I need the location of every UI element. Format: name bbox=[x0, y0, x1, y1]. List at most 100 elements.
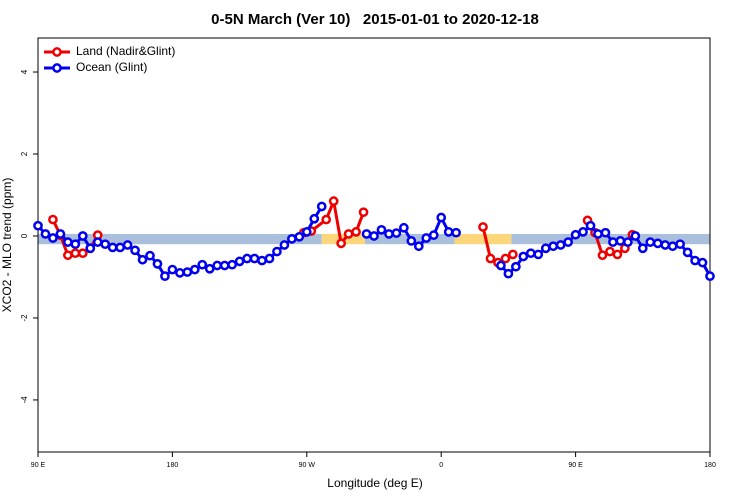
data-point bbox=[77, 231, 88, 241]
data-point bbox=[555, 240, 566, 250]
chart-title: 0-5N March (Ver 10) 2015-01-01 to 2020-1… bbox=[211, 11, 539, 28]
x-axis-label: Longitude (deg E) bbox=[327, 476, 422, 490]
y-tick-label: -4 bbox=[20, 396, 29, 404]
data-point bbox=[92, 237, 103, 247]
data-point bbox=[391, 228, 402, 238]
data-point bbox=[182, 267, 193, 277]
data-point bbox=[690, 255, 700, 266]
data-point bbox=[637, 243, 648, 254]
data-point bbox=[361, 229, 372, 239]
data-point bbox=[593, 229, 603, 239]
data-point bbox=[189, 264, 200, 275]
data-point bbox=[428, 230, 439, 241]
data-point bbox=[219, 260, 230, 271]
data-point bbox=[376, 224, 387, 235]
data-point bbox=[406, 236, 417, 246]
data-point bbox=[48, 214, 58, 225]
data-point bbox=[508, 249, 518, 260]
data-point bbox=[496, 260, 506, 271]
data-point bbox=[309, 213, 320, 224]
data-point bbox=[122, 240, 133, 250]
y-tick-label: -2 bbox=[20, 314, 29, 322]
x-tick-label: 180 bbox=[167, 462, 179, 469]
data-point bbox=[279, 240, 290, 250]
data-point bbox=[130, 245, 140, 256]
surface-band bbox=[454, 233, 512, 245]
data-point bbox=[227, 259, 237, 270]
data-point bbox=[578, 227, 588, 237]
data-point bbox=[369, 231, 379, 241]
data-point bbox=[249, 253, 260, 264]
data-point bbox=[115, 242, 125, 253]
data-point bbox=[287, 234, 297, 244]
data-point bbox=[167, 264, 178, 275]
data-point bbox=[63, 237, 73, 247]
data-point bbox=[667, 241, 678, 252]
x-tick-label: 90 W bbox=[299, 462, 316, 469]
y-tick-label: 4 bbox=[20, 69, 29, 74]
data-point bbox=[234, 256, 245, 267]
data-point bbox=[597, 250, 608, 261]
x-tick-label: 180 bbox=[704, 462, 716, 469]
data-point bbox=[100, 239, 111, 250]
data-point bbox=[525, 248, 536, 259]
data-point bbox=[705, 271, 715, 282]
legend-marker bbox=[52, 63, 62, 73]
data-point bbox=[212, 260, 223, 271]
data-point bbox=[511, 261, 521, 272]
data-point bbox=[630, 231, 641, 241]
data-point bbox=[257, 255, 267, 266]
data-point bbox=[321, 214, 332, 225]
data-point bbox=[301, 227, 312, 237]
data-point bbox=[421, 233, 432, 243]
data-point bbox=[137, 254, 148, 265]
data-point bbox=[500, 253, 511, 264]
data-point bbox=[605, 246, 615, 257]
data-point bbox=[503, 268, 514, 279]
data-point bbox=[682, 247, 693, 258]
legend-marker bbox=[52, 47, 62, 57]
data-point bbox=[384, 229, 394, 239]
data-point bbox=[413, 241, 424, 252]
data-point bbox=[272, 246, 282, 257]
y-tick-label: 2 bbox=[20, 151, 29, 156]
data-point bbox=[585, 220, 596, 231]
data-point bbox=[443, 227, 454, 237]
data-point bbox=[152, 259, 163, 269]
data-point bbox=[675, 239, 685, 250]
data-point bbox=[85, 243, 96, 254]
data-point bbox=[399, 222, 409, 233]
data-point bbox=[436, 212, 447, 223]
data-point bbox=[570, 229, 581, 240]
legend-label: Land (Nadir&Glint) bbox=[76, 44, 175, 58]
data-point bbox=[242, 253, 252, 264]
data-point bbox=[358, 207, 369, 218]
data-point bbox=[55, 229, 66, 239]
legend-label: Ocean (Glint) bbox=[76, 60, 147, 74]
data-point bbox=[175, 268, 185, 278]
data-point bbox=[548, 241, 559, 252]
data-point bbox=[336, 238, 346, 249]
plot-frame bbox=[37, 37, 711, 453]
x-tick-label: 0 bbox=[439, 462, 443, 469]
data-point bbox=[612, 249, 623, 260]
data-point bbox=[33, 220, 43, 231]
data-point bbox=[145, 250, 155, 261]
x-tick-label: 90 E bbox=[31, 462, 46, 469]
data-point bbox=[264, 253, 275, 264]
data-point bbox=[63, 250, 73, 261]
y-axis-label: XCO2 - MLO trend (ppm) bbox=[0, 178, 14, 313]
data-point bbox=[563, 237, 573, 247]
data-point bbox=[343, 229, 354, 239]
data-point bbox=[77, 248, 88, 259]
data-point bbox=[160, 271, 170, 282]
data-point bbox=[652, 238, 663, 249]
data-point bbox=[316, 201, 327, 212]
data-point bbox=[107, 242, 118, 253]
surface-band bbox=[38, 233, 322, 245]
data-point bbox=[294, 231, 305, 242]
data-point bbox=[48, 233, 58, 243]
data-point bbox=[40, 229, 51, 239]
data-point bbox=[197, 259, 208, 270]
